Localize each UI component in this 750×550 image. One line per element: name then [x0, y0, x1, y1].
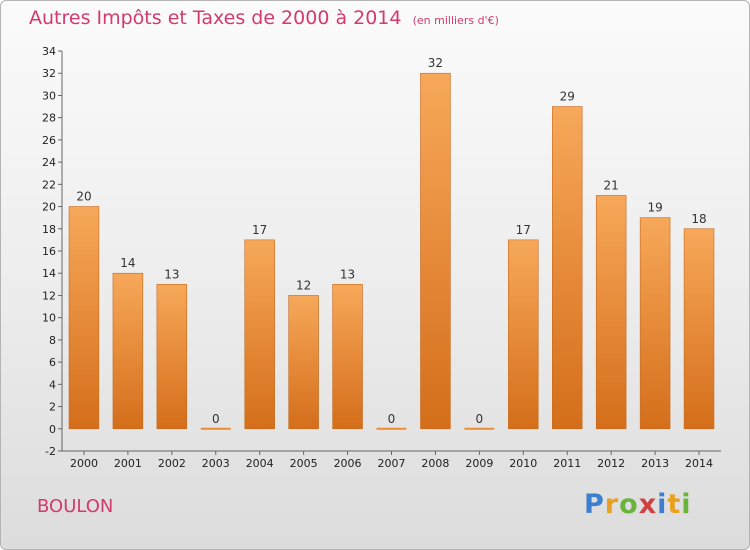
proxiti-logo: Proxiti — [584, 489, 692, 520]
bar — [244, 239, 275, 430]
y-tick-label: 28 — [42, 112, 56, 125]
y-tick-label: 32 — [42, 67, 56, 80]
bar — [376, 427, 407, 430]
chart-subtitle: (en milliers d'€) — [412, 14, 499, 27]
x-tick-label: 2007 — [378, 457, 406, 470]
x-tick-label: 2001 — [114, 457, 142, 470]
x-tick-label: 2009 — [465, 457, 493, 470]
x-tick-label: 2003 — [202, 457, 230, 470]
y-tick-label: 2 — [49, 401, 56, 414]
y-tick-label: 20 — [42, 201, 56, 214]
y-tick-label: 0 — [49, 423, 56, 436]
commune-name: BOULON — [37, 496, 114, 517]
x-tick-label: 2002 — [158, 457, 186, 470]
bar — [420, 72, 451, 430]
bar — [551, 106, 583, 430]
bar — [332, 284, 363, 430]
bar-value-label: 0 — [476, 412, 484, 426]
bar-value-label: 21 — [604, 178, 619, 192]
y-tick-label: 22 — [42, 178, 56, 191]
y-tick-label: 14 — [42, 267, 56, 280]
x-tick-label: 2006 — [334, 457, 362, 470]
y-tick-label: 12 — [42, 289, 56, 302]
bar — [288, 295, 319, 430]
bar-value-label: 14 — [120, 256, 135, 270]
y-tick-label: 24 — [42, 156, 56, 169]
bar — [200, 427, 231, 430]
bar-value-label: 13 — [340, 267, 355, 281]
x-tick-label: 2014 — [685, 457, 713, 470]
x-tick-label: 2012 — [597, 457, 625, 470]
bar-value-label: 19 — [647, 201, 662, 215]
x-tick-label: 2008 — [421, 457, 449, 470]
logo-letter: t — [667, 489, 682, 520]
logo-letter: o — [619, 489, 639, 520]
x-tick-label: 2000 — [70, 457, 98, 470]
bar — [464, 427, 495, 430]
y-tick-label: 4 — [49, 378, 56, 391]
y-tick-label: 34 — [42, 45, 56, 58]
bar — [595, 195, 627, 430]
y-tick-label: 16 — [42, 245, 56, 258]
bar-value-label: 13 — [164, 267, 179, 281]
x-tick-label: 2013 — [641, 457, 669, 470]
bar — [68, 206, 100, 430]
bar — [156, 284, 188, 430]
y-tick-label: 8 — [49, 334, 56, 347]
x-tick-label: 2010 — [509, 457, 537, 470]
bar — [112, 272, 144, 430]
y-tick-label: -2 — [45, 445, 56, 458]
chart-title: Autres Impôts et Taxes de 2000 à 2014 — [29, 7, 402, 29]
y-tick-label: 30 — [42, 89, 56, 102]
bar — [508, 239, 539, 430]
bar — [683, 228, 715, 430]
bar — [639, 217, 671, 430]
bar-value-label: 0 — [212, 412, 220, 426]
bar-value-label: 29 — [560, 90, 575, 104]
logo-letter: i — [657, 489, 668, 520]
bar-value-label: 0 — [388, 412, 396, 426]
logo-letter: r — [604, 489, 620, 520]
logo-letter: P — [584, 489, 605, 520]
y-tick-label: 26 — [42, 134, 56, 147]
y-tick-label: 18 — [42, 223, 56, 236]
logo-letter: x — [638, 489, 658, 520]
bar-value-label: 17 — [516, 223, 531, 237]
y-tick-label: 6 — [49, 356, 56, 369]
bar-value-label: 18 — [691, 212, 706, 226]
chart-title-row: Autres Impôts et Taxes de 2000 à 2014 (e… — [29, 7, 499, 29]
bar-value-label: 20 — [76, 190, 91, 204]
bar-value-label: 12 — [296, 278, 311, 292]
x-tick-label: 2011 — [553, 457, 581, 470]
logo-letter: i — [681, 489, 692, 520]
bar-value-label: 32 — [428, 56, 443, 70]
bar-value-label: 17 — [252, 223, 267, 237]
x-tick-label: 2004 — [246, 457, 274, 470]
y-tick-label: 10 — [42, 312, 56, 325]
x-tick-label: 2005 — [290, 457, 318, 470]
